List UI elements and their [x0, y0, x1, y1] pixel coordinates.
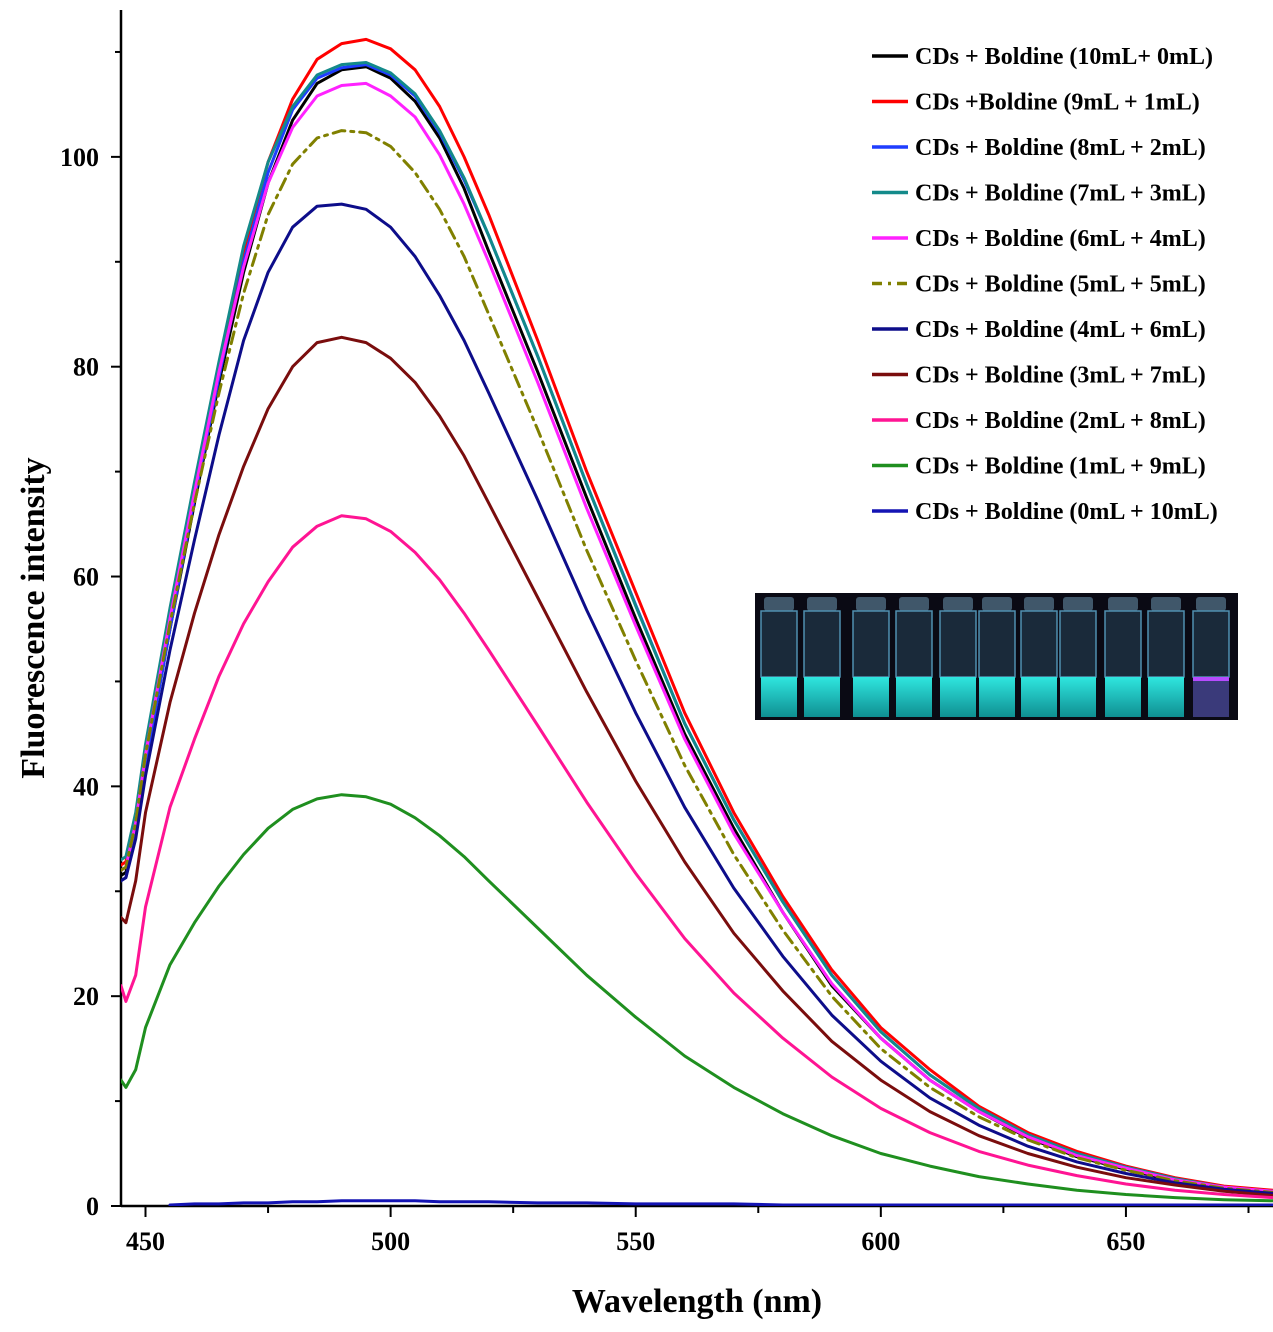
- vial-liquid: [1105, 677, 1141, 717]
- x-tick-label: 450: [126, 1227, 165, 1256]
- legend-entry: CDs + Boldine (3mL + 7mL): [872, 363, 1206, 389]
- vial-meniscus: [1193, 677, 1229, 681]
- x-tick-label: 650: [1106, 1227, 1145, 1256]
- series-line: [121, 335, 1273, 1197]
- vial-cap: [899, 597, 929, 611]
- series-lines: [121, 37, 1273, 1206]
- legend-label: CDs + Boldine (5mL + 5mL): [915, 272, 1206, 298]
- legend-label: CDs + Boldine (1mL + 9mL): [915, 454, 1206, 480]
- vial-cap: [943, 597, 973, 611]
- legend-entry: CDs + Boldine (10mL+ 0mL): [872, 44, 1213, 70]
- vial-liquid: [1060, 677, 1096, 717]
- vial-glass: [1147, 610, 1185, 678]
- series-line: [121, 129, 1273, 1194]
- vial-liquid: [896, 677, 932, 717]
- vial-cap: [1151, 597, 1181, 611]
- vial: [939, 597, 977, 717]
- vial-cap: [764, 597, 794, 611]
- vial-cap: [807, 597, 837, 611]
- vial-liquid: [853, 677, 889, 717]
- legend-entry: CDs + Boldine (6mL + 4mL): [872, 226, 1206, 252]
- vial-liquid: [1193, 677, 1229, 717]
- x-axis-title: Wavelength (nm): [572, 1283, 822, 1320]
- series-line: [121, 514, 1273, 1200]
- legend-label: CDs + Boldine (8mL + 2mL): [915, 135, 1206, 161]
- series-line: [168, 1199, 1273, 1206]
- legend-entry: CDs + Boldine (4mL + 6mL): [872, 317, 1206, 343]
- y-tick-label: 100: [60, 143, 99, 172]
- vial-liquid: [804, 677, 840, 717]
- vial: [1104, 597, 1142, 717]
- legend-entry: CDs + Boldine (2mL + 8mL): [872, 408, 1206, 434]
- vial-glass: [760, 610, 798, 678]
- legend-label: CDs + Boldine (4mL + 6mL): [915, 317, 1206, 343]
- legend-label: CDs + Boldine (6mL + 4mL): [915, 226, 1206, 252]
- vial-glass: [895, 610, 933, 678]
- vial-glass: [1104, 610, 1142, 678]
- vial-liquid: [1148, 677, 1184, 717]
- vial: [803, 597, 841, 717]
- axes: 0 20 40 60 80 100 450 500 550 600 650: [60, 10, 1273, 1256]
- vial: [760, 597, 798, 717]
- legend-label: CDs +Boldine (9mL + 1mL): [915, 90, 1200, 116]
- vial-glass: [1020, 610, 1058, 678]
- legend-entry: CDs + Boldine (7mL + 3mL): [872, 181, 1206, 207]
- vial-glass: [803, 610, 841, 678]
- vial-cap: [856, 597, 886, 611]
- legend-entry: CDs + Boldine (8mL + 2mL): [872, 135, 1206, 161]
- legend-label: CDs + Boldine (3mL + 7mL): [915, 363, 1206, 389]
- x-tick-label: 600: [861, 1227, 900, 1256]
- y-tick-label: 20: [73, 982, 99, 1011]
- vial-liquid: [761, 677, 797, 717]
- y-axis-title: Fluorescence intensity: [15, 457, 52, 778]
- legend-label: CDs + Boldine (7mL + 3mL): [915, 181, 1206, 207]
- vial-cap: [1196, 597, 1226, 611]
- vial-glass: [939, 610, 977, 678]
- vial-cap: [1108, 597, 1138, 611]
- vial: [1147, 597, 1185, 717]
- vial-cap: [1024, 597, 1054, 611]
- series-line: [121, 793, 1273, 1203]
- legend-label: CDs + Boldine (2mL + 8mL): [915, 408, 1206, 434]
- vial-liquid: [940, 677, 976, 717]
- vial-cap: [982, 597, 1012, 611]
- vial-cap: [1063, 597, 1093, 611]
- vial-liquid: [1021, 677, 1057, 717]
- y-tick-label: 0: [86, 1192, 99, 1221]
- vial-photo-inset: [755, 593, 1238, 720]
- legend: CDs + Boldine (10mL+ 0mL) CDs +Boldine (9…: [872, 44, 1218, 525]
- vial-glass: [978, 610, 1016, 678]
- series-line: [121, 202, 1273, 1195]
- vial: [1059, 597, 1097, 717]
- x-tick-label: 500: [371, 1227, 410, 1256]
- legend-entry: CDs +Boldine (9mL + 1mL): [872, 90, 1200, 116]
- y-tick-label: 40: [73, 772, 99, 801]
- y-tick-label: 80: [73, 353, 99, 382]
- vial: [1020, 597, 1058, 717]
- legend-entry: CDs + Boldine (5mL + 5mL): [872, 272, 1206, 298]
- legend-entry: CDs + Boldine (0mL + 10mL): [872, 499, 1218, 525]
- legend-entry: CDs + Boldine (1mL + 9mL): [872, 454, 1206, 480]
- legend-label: CDs + Boldine (10mL+ 0mL): [915, 44, 1213, 70]
- vial: [895, 597, 933, 717]
- vial-glass: [1059, 610, 1097, 678]
- vial-glass: [852, 610, 890, 678]
- vial: [978, 597, 1016, 717]
- vial-liquid: [979, 677, 1015, 717]
- y-tick-label: 60: [73, 563, 99, 592]
- vial-glass: [1192, 610, 1230, 678]
- legend-label: CDs + Boldine (0mL + 10mL): [915, 499, 1218, 525]
- series-line: [121, 61, 1273, 1193]
- vial: [852, 597, 890, 717]
- series-line: [121, 81, 1273, 1193]
- vial: [1192, 597, 1230, 717]
- x-tick-label: 550: [616, 1227, 655, 1256]
